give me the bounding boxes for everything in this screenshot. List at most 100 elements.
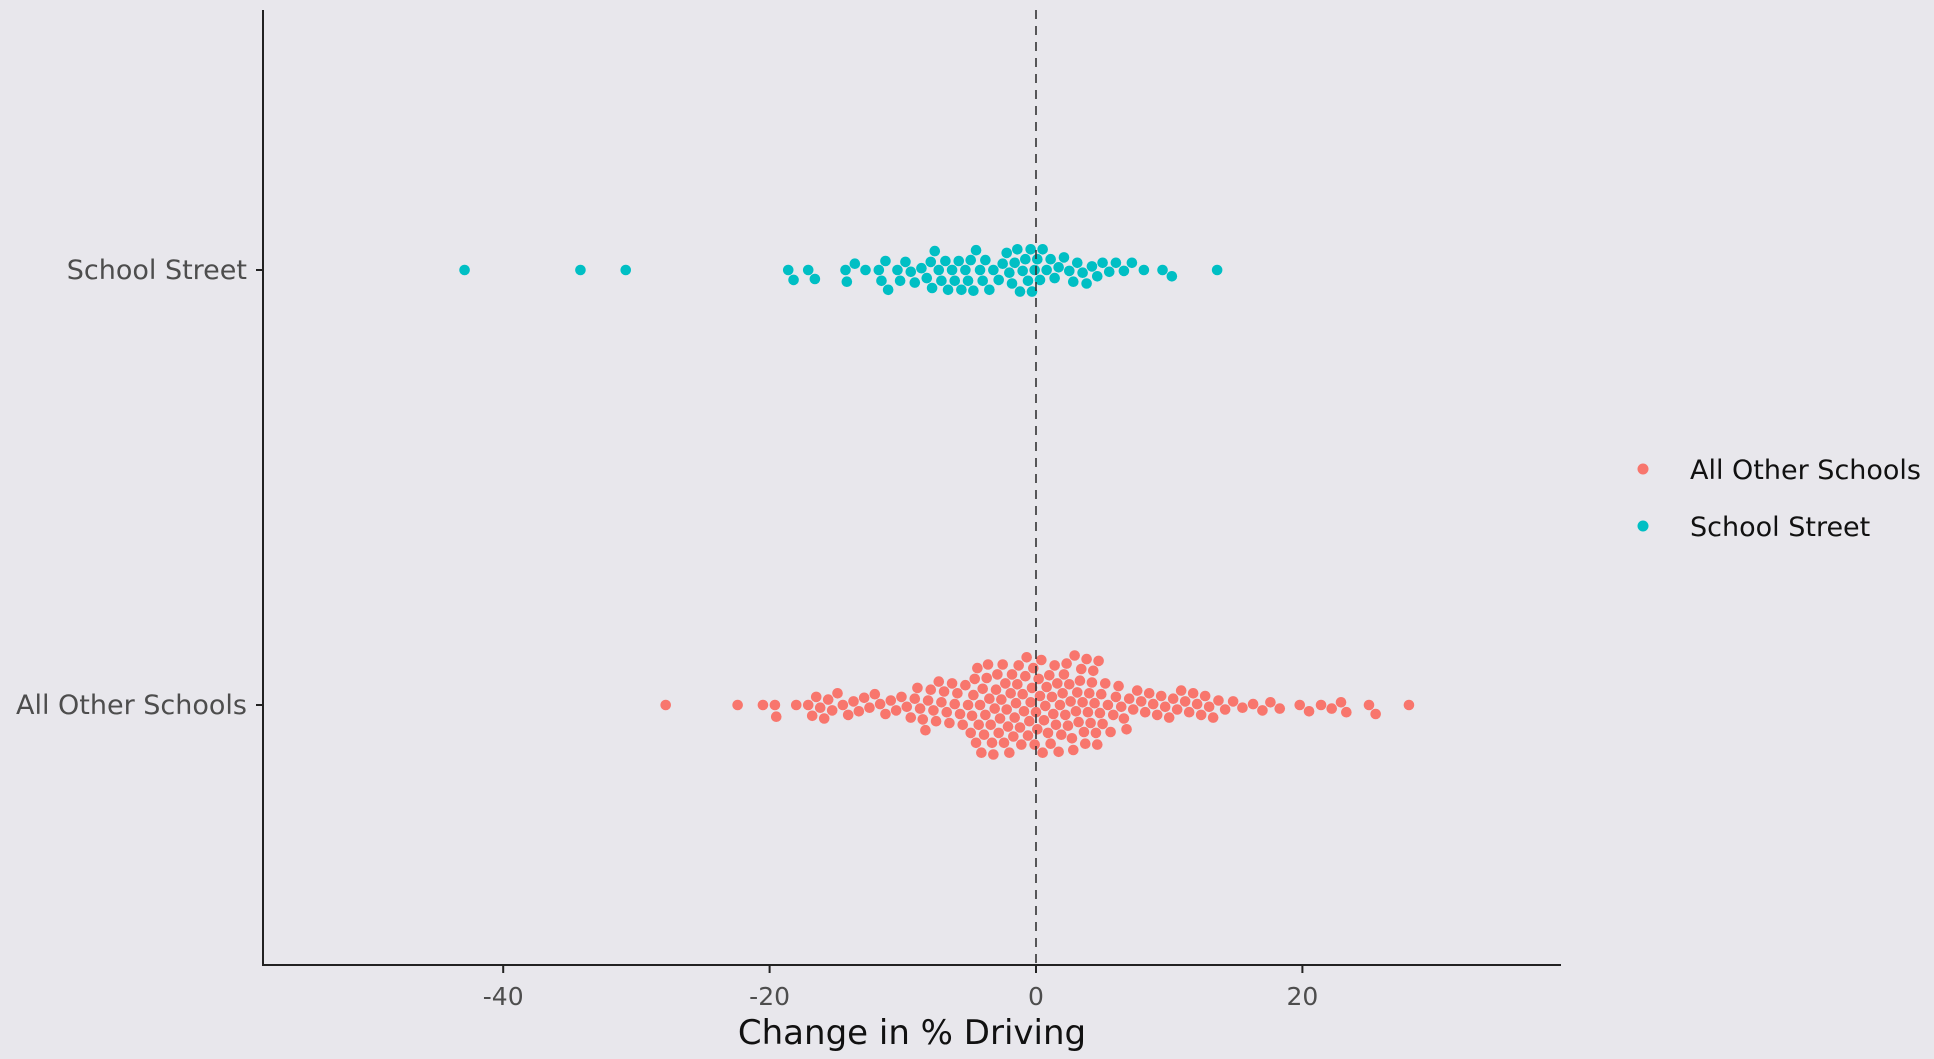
- data-point: [1025, 244, 1036, 255]
- data-point: [1163, 712, 1175, 723]
- data-point: [1087, 665, 1099, 677]
- data-point: [949, 275, 961, 287]
- data-point: [968, 285, 979, 297]
- data-point: [1083, 688, 1095, 699]
- data-point: [1091, 739, 1103, 750]
- y-axis-categories: School Street All Other Schools: [16, 255, 263, 721]
- data-point: [1064, 265, 1075, 277]
- x-axis-title: Change in % Driving: [738, 1013, 1086, 1053]
- data-point: [1065, 696, 1076, 707]
- data-point: [1315, 699, 1327, 711]
- data-point: [982, 659, 994, 670]
- data-point: [1107, 709, 1119, 721]
- data-point: [921, 272, 933, 284]
- data-point: [909, 693, 921, 704]
- data-point: [575, 264, 586, 276]
- data-point: [1247, 698, 1259, 710]
- data-point: [1005, 688, 1016, 699]
- data-point: [1103, 266, 1115, 278]
- data-point: [841, 276, 853, 288]
- data-point: [986, 737, 998, 749]
- data-point: [977, 683, 989, 695]
- data-point: [1022, 275, 1034, 287]
- data-point: [1026, 286, 1038, 297]
- data-point: [1024, 715, 1035, 727]
- data-point: [933, 264, 945, 276]
- data-point: [1060, 709, 1071, 721]
- data-point: [1032, 724, 1043, 735]
- data-point: [1037, 747, 1048, 758]
- data-point: [977, 275, 989, 287]
- data-point: [980, 709, 991, 721]
- data-point: [892, 264, 903, 276]
- data-point: [940, 255, 951, 267]
- data-point: [974, 699, 986, 711]
- data-point: [1006, 669, 1018, 680]
- data-point: [1037, 244, 1048, 255]
- data-point: [1018, 706, 1030, 717]
- data-point: [970, 244, 982, 256]
- data-point: [942, 284, 954, 296]
- data-point: [1123, 693, 1135, 704]
- data-point: [1050, 719, 1062, 731]
- data-point: [757, 699, 769, 711]
- data-point: [1001, 247, 1012, 259]
- data-point: [1002, 721, 1014, 732]
- data-point: [997, 258, 1008, 270]
- data-point: [869, 688, 881, 700]
- x-tick-label: -20: [749, 982, 790, 1011]
- data-point: [917, 714, 929, 725]
- data-point: [1227, 696, 1239, 707]
- data-point: [1370, 708, 1381, 720]
- data-point: [914, 703, 926, 714]
- data-point: [1001, 704, 1012, 715]
- data-point: [1257, 705, 1268, 716]
- data-point: [1034, 690, 1046, 702]
- data-point: [984, 693, 995, 704]
- data-point: [1061, 658, 1072, 669]
- data-point: [980, 254, 991, 266]
- data-point: [1187, 688, 1199, 699]
- data-point: [818, 713, 830, 724]
- data-point: [1014, 722, 1026, 733]
- data-point: [936, 275, 947, 287]
- data-point: [909, 277, 921, 288]
- data-point: [1070, 706, 1082, 717]
- data-point: [1032, 253, 1043, 265]
- data-point: [993, 727, 1005, 739]
- legend: All Other Schools School Street: [1637, 455, 1921, 543]
- data-point: [1030, 706, 1042, 718]
- data-point: [901, 701, 913, 713]
- data-point: [1026, 682, 1038, 694]
- data-point: [894, 275, 906, 287]
- y-category-label: School Street: [67, 255, 247, 286]
- data-point: [1097, 718, 1108, 730]
- data-point: [1207, 712, 1219, 723]
- data-point: [1102, 699, 1114, 711]
- x-tick-label: -40: [483, 982, 524, 1011]
- data-point: [1040, 700, 1051, 712]
- data-point: [944, 717, 955, 729]
- data-point: [802, 264, 814, 276]
- data-point: [1034, 274, 1046, 286]
- data-point: [930, 715, 942, 727]
- data-point: [981, 672, 993, 684]
- data-point: [925, 256, 937, 268]
- data-point: [1091, 271, 1103, 282]
- data-point: [864, 702, 875, 713]
- data-point: [1071, 257, 1083, 269]
- data-point: [1029, 739, 1040, 750]
- data-point: [1139, 706, 1151, 718]
- data-point: [1237, 702, 1248, 713]
- data-point: [1341, 706, 1352, 718]
- data-point: [848, 696, 859, 707]
- data-point: [1012, 244, 1023, 255]
- data-point: [1013, 660, 1024, 671]
- data-point: [1012, 679, 1023, 690]
- data-point: [1157, 264, 1168, 276]
- data-point: [956, 284, 967, 296]
- data-point: [1326, 703, 1338, 714]
- data-point: [1195, 709, 1207, 721]
- data-point: [1028, 662, 1039, 674]
- data-point: [936, 697, 947, 708]
